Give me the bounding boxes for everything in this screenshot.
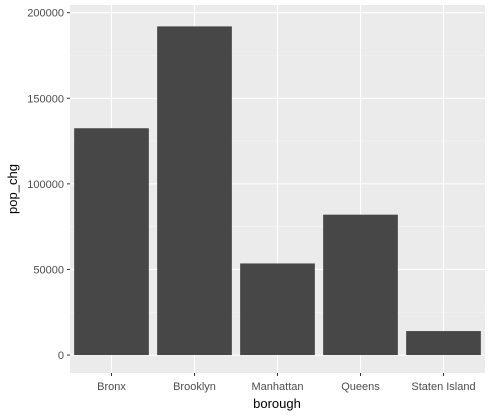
bar-bronx bbox=[74, 128, 149, 356]
y-tick-label: 200000 bbox=[27, 8, 64, 20]
bars bbox=[74, 26, 481, 356]
x-tick-label: Manhattan bbox=[252, 381, 304, 393]
y-axis: 0 50000 100000 150000 200000 bbox=[27, 8, 70, 362]
bar-manhattan bbox=[240, 263, 315, 356]
x-tick-label: Queens bbox=[341, 381, 380, 393]
x-axis-title: borough bbox=[253, 396, 301, 411]
x-tick-label: Brooklyn bbox=[173, 381, 216, 393]
bar-queens bbox=[323, 214, 398, 356]
x-tick-label: Staten Island bbox=[411, 381, 475, 393]
y-tick-label: 0 bbox=[58, 350, 64, 362]
y-tick-label: 100000 bbox=[27, 179, 64, 191]
x-axis: Bronx Brooklyn Manhattan Queens Staten Islan… bbox=[97, 373, 476, 393]
y-tick-label: 50000 bbox=[33, 264, 64, 276]
x-tick-label: Bronx bbox=[97, 381, 126, 393]
y-tick-label: 150000 bbox=[27, 93, 64, 105]
bar-brooklyn bbox=[157, 26, 232, 356]
bar-staten-island bbox=[406, 331, 481, 356]
y-axis-title: pop_chg bbox=[5, 164, 20, 214]
